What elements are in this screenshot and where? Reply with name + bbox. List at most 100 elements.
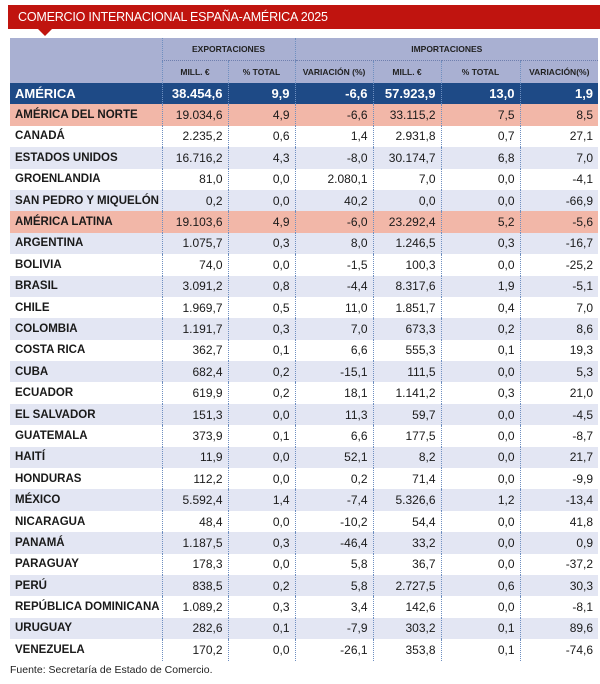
total-row: AMÉRICA 38.454,6 9,9 -6,6 57.923,9 13,0 1,9	[10, 83, 599, 105]
cell-value: 38.454,6	[161, 83, 228, 105]
table-row: CHILE 1.969,7 0,5 11,0 1.851,7 0,4 7,0	[10, 296, 599, 319]
cell-value: -6,0	[294, 211, 374, 233]
cell-value: 682,4	[161, 361, 228, 383]
cell-value: 9,9	[227, 83, 296, 105]
cell-value: 0,1	[440, 617, 521, 640]
row-label: NICARAGUA	[10, 510, 162, 533]
cell-value: 0,0	[440, 425, 521, 447]
cell-value: 142,6	[372, 596, 442, 618]
cell-value: -6,6	[294, 83, 374, 105]
row-label: ESTADOS UNIDOS	[10, 147, 162, 169]
cell-value: 0,0	[227, 553, 296, 575]
table-title: COMERCIO INTERNACIONAL ESPAÑA-AMÉRICA 20…	[8, 5, 600, 36]
cell-value: 21,7	[519, 446, 599, 469]
cell-value: 1.851,7	[372, 296, 442, 319]
table-row: GROENLANDIA 81,0 0,0 2.080,1 7,0 0,0 -4,1	[10, 168, 599, 190]
cell-value: -25,2	[519, 254, 599, 276]
cell-value: 2.727,5	[372, 574, 442, 597]
cell-value: 0,8	[227, 275, 296, 297]
cell-value: 0,0	[440, 553, 521, 575]
table-row: CANADÁ 2.235,2 0,6 1,4 2.931,8 0,7 27,1	[10, 125, 599, 148]
table-row: REPÚBLICA DOMINICANA 1.089,2 0,3 3,4 142,6 0,…	[10, 596, 599, 618]
cell-value: 4,3	[227, 147, 296, 169]
cell-value: 11,0	[294, 296, 374, 319]
cell-value: 0,0	[227, 468, 296, 490]
cell-value: 0,2	[440, 318, 521, 340]
cell-value: 81,0	[161, 168, 228, 190]
table-row: SAN PEDRO Y MIQUELÓN 0,2 0,0 40,2 0,0 0,0 -66,…	[10, 189, 599, 212]
trade-table: EXPORTACIONES IMPORTACIONES MILL. €% TOT…	[10, 38, 599, 661]
cell-value: -6,6	[294, 104, 374, 126]
cell-value: -37,2	[519, 553, 599, 575]
cell-value: 5.592,4	[161, 489, 228, 511]
row-label: SAN PEDRO Y MIQUELÓN	[10, 189, 162, 212]
cell-value: 54,4	[372, 510, 442, 533]
cell-value: -74,6	[519, 639, 599, 661]
cell-value: 40,2	[294, 189, 374, 212]
cell-value: -8,1	[519, 596, 599, 618]
cell-value: 48,4	[161, 510, 228, 533]
cell-value: 362,7	[161, 339, 228, 362]
cell-value: 33,2	[372, 532, 442, 554]
table-row: BRASIL 3.091,2 0,8 -4,4 8.317,6 1,9 -5,1	[10, 275, 599, 297]
cell-value: 7,0	[294, 318, 374, 340]
cell-value: 373,9	[161, 425, 228, 447]
cell-value: 0,0	[440, 403, 521, 426]
cell-value: 0,0	[440, 446, 521, 469]
cell-value: 7,0	[519, 147, 599, 169]
column-header: % TOTAL	[227, 60, 296, 83]
cell-value: 7,0	[519, 296, 599, 319]
cell-value: 1.141,2	[372, 382, 442, 404]
cell-value: -15,1	[294, 361, 374, 383]
column-header: VARIACIÓN (%)	[294, 60, 374, 83]
cell-value: -10,2	[294, 510, 374, 533]
cell-value: 1,4	[227, 489, 296, 511]
table-row: MÉXICO 5.592,4 1,4 -7,4 5.326,6 1,2 -13,4	[10, 489, 599, 511]
row-label: MÉXICO	[10, 489, 162, 511]
cell-value: -16,7	[519, 232, 599, 255]
cell-value: 1.246,5	[372, 232, 442, 255]
row-label: COSTA RICA	[10, 339, 162, 362]
row-label: CHILE	[10, 296, 162, 319]
cell-value: 1.969,7	[161, 296, 228, 319]
cell-value: 151,3	[161, 403, 228, 426]
cell-value: 7,0	[372, 168, 442, 190]
cell-value: 41,8	[519, 510, 599, 533]
row-label: AMÉRICA LATINA	[10, 211, 162, 233]
table-row: COLOMBIA 1.191,7 0,3 7,0 673,3 0,2 8,6	[10, 318, 599, 340]
table-row: HONDURAS 112,2 0,0 0,2 71,4 0,0 -9,9	[10, 468, 599, 490]
cell-value: 16.716,2	[161, 147, 228, 169]
cell-value: 282,6	[161, 617, 228, 640]
cell-value: 0,0	[227, 510, 296, 533]
cell-value: -5,6	[519, 211, 599, 233]
column-header: % TOTAL	[440, 60, 521, 83]
cell-value: 74,0	[161, 254, 228, 276]
cell-value: -9,9	[519, 468, 599, 490]
cell-value: -5,1	[519, 275, 599, 297]
row-label: PANAMÁ	[10, 532, 162, 554]
cell-value: 555,3	[372, 339, 442, 362]
cell-value: -7,4	[294, 489, 374, 511]
cell-value: -26,1	[294, 639, 374, 661]
cell-value: 0,0	[440, 532, 521, 554]
cell-value: 8.317,6	[372, 275, 442, 297]
cell-value: -66,9	[519, 189, 599, 212]
table-row: ECUADOR 619,9 0,2 18,1 1.141,2 0,3 21,0	[10, 382, 599, 404]
cell-value: 0,6	[227, 125, 296, 148]
cell-value: 0,9	[519, 532, 599, 554]
cell-value: 1.191,7	[161, 318, 228, 340]
cell-value: 0,1	[440, 639, 521, 661]
table-row: GUATEMALA 373,9 0,1 6,6 177,5 0,0 -8,7	[10, 425, 599, 447]
table-row: PERÚ 838,5 0,2 5,8 2.727,5 0,6 30,3	[10, 574, 599, 597]
cell-value: 303,2	[372, 617, 442, 640]
cell-value: 0,0	[440, 254, 521, 276]
table-row: BOLIVIA 74,0 0,0 -1,5 100,3 0,0 -25,2	[10, 254, 599, 276]
cell-value: 5,8	[294, 574, 374, 597]
table-row: NICARAGUA 48,4 0,0 -10,2 54,4 0,0 41,8	[10, 510, 599, 533]
cell-value: 0,2	[227, 382, 296, 404]
cell-value: 7,5	[440, 104, 521, 126]
cell-value: -4,1	[519, 168, 599, 190]
cell-value: 4,9	[227, 104, 296, 126]
cell-value: 0,0	[440, 468, 521, 490]
row-label: AMÉRICA	[10, 83, 162, 105]
